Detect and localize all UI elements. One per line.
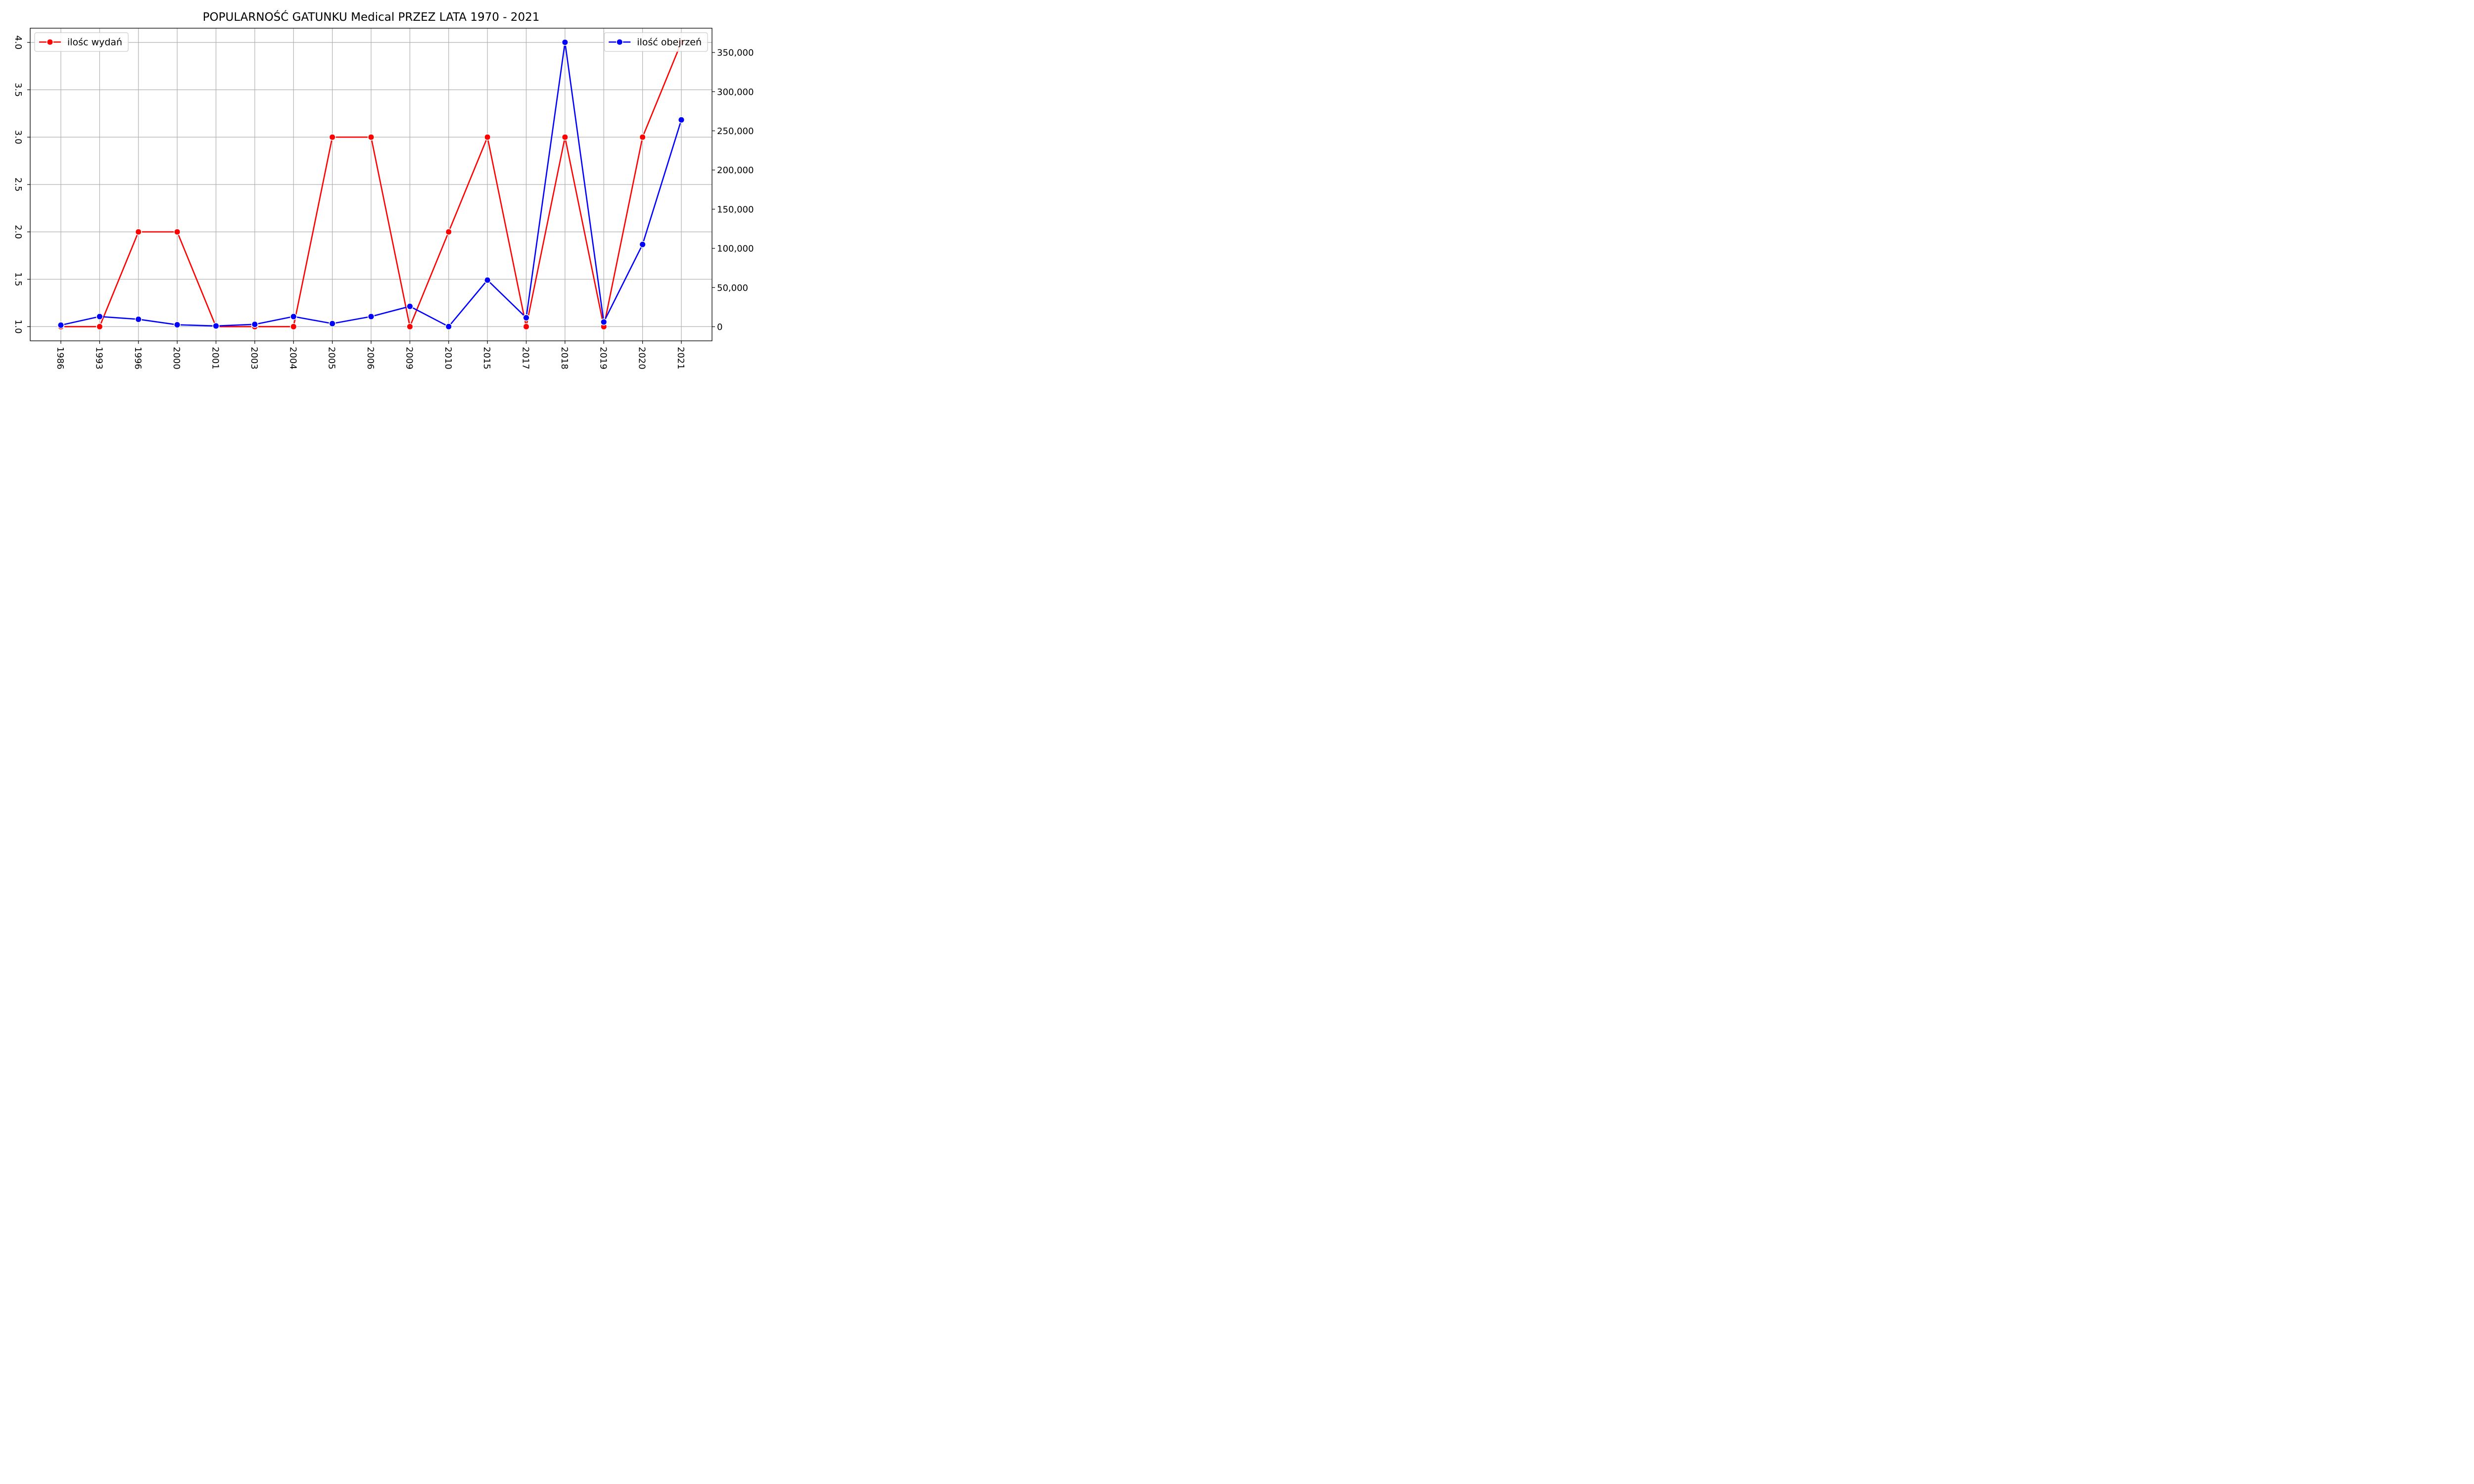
y-left-tick-label: 2.5 — [13, 178, 23, 192]
legends: ilośc wydań ilość obejrzeń — [34, 32, 708, 52]
data-point — [367, 313, 375, 320]
data-point — [484, 134, 491, 141]
data-point — [561, 39, 569, 46]
data-point — [174, 321, 181, 328]
x-tick-label: 1993 — [94, 347, 104, 370]
legend: ilość obejrzeń — [604, 32, 708, 52]
x-tick-label: 2003 — [249, 347, 259, 370]
y-axis-left: 1.0 1.5 2.0 2.5 3.0 3.5 4.0 — [13, 35, 30, 334]
data-point — [406, 323, 414, 330]
data-point — [445, 228, 452, 235]
x-tick-label: 1986 — [55, 347, 65, 370]
y-right-tick-label: 350,000 — [717, 48, 754, 58]
data-point — [677, 116, 685, 124]
data-point — [96, 313, 103, 320]
data-point — [367, 134, 375, 141]
data-point — [290, 313, 297, 320]
legend-marker — [46, 38, 54, 46]
series-right — [57, 39, 685, 330]
x-tick-label: 2004 — [287, 347, 298, 370]
data-point — [96, 323, 103, 330]
plot-frame — [30, 28, 713, 341]
x-axis: 1986 1993 1996 2000 2001 2003 2004 2005 2006 2009… — [55, 341, 686, 370]
y-right-tick-label: 50,000 — [717, 283, 748, 293]
data-point — [174, 228, 181, 235]
data-point — [251, 321, 258, 328]
chart-svg: POPULARNOŚĆ GATUNKU Medical PRZEZ LATA 1… — [13, 10, 754, 370]
data-point — [212, 322, 220, 329]
chart: POPULARNOŚĆ GATUNKU Medical PRZEZ LATA 1… — [0, 0, 776, 388]
series — [57, 39, 685, 330]
x-tick-label: 2000 — [171, 347, 182, 370]
x-tick-label: 2001 — [210, 347, 221, 370]
y-right-tick-label: 200,000 — [717, 165, 754, 176]
legend-box — [604, 32, 708, 52]
legend-marker — [616, 38, 623, 46]
data-point — [57, 322, 65, 329]
data-point — [639, 241, 646, 248]
y-left-tick-label: 1.5 — [13, 272, 23, 286]
x-tick-label: 2020 — [637, 347, 647, 370]
data-point — [290, 323, 297, 330]
y-left-tick-label: 4.0 — [13, 35, 23, 49]
data-point — [523, 314, 530, 322]
data-point — [561, 134, 569, 141]
data-point — [406, 303, 414, 310]
y-left-tick-label: 3.5 — [13, 83, 23, 97]
y-right-tick-label: 300,000 — [717, 87, 754, 97]
data-point — [600, 318, 608, 326]
y-right-tick-label: 0 — [717, 322, 722, 332]
legend-label: ilość obejrzeń — [637, 37, 702, 48]
x-tick-label: 2005 — [327, 347, 337, 370]
x-tick-label: 2017 — [521, 347, 531, 370]
x-tick-label: 2006 — [365, 347, 376, 370]
y-right-tick-label: 100,000 — [717, 244, 754, 254]
grid — [30, 28, 712, 341]
legend-label: ilośc wydań — [67, 37, 122, 48]
y-left-tick-label: 2.0 — [13, 225, 23, 239]
data-point — [135, 228, 142, 235]
data-point — [329, 134, 336, 141]
x-tick-label: 1996 — [133, 347, 143, 370]
x-tick-label: 2019 — [598, 347, 608, 370]
data-point — [329, 320, 336, 327]
x-tick-label: 2018 — [559, 347, 570, 370]
y-right-tick-label: 250,000 — [717, 126, 754, 137]
x-tick-label: 2009 — [404, 347, 414, 370]
data-point — [135, 316, 142, 323]
x-tick-label: 2010 — [443, 347, 453, 370]
y-left-tick-label: 3.0 — [13, 130, 23, 144]
data-point — [523, 323, 530, 330]
y-axis-right: 0 50,000 100,000 150,000 200,000 250,000 300,0… — [712, 48, 754, 332]
y-right-tick-label: 150,000 — [717, 204, 754, 215]
legend: ilośc wydań — [34, 32, 129, 52]
x-tick-label: 2021 — [675, 347, 686, 370]
data-point — [484, 277, 491, 284]
data-point — [639, 134, 646, 141]
y-left-tick-label: 1.0 — [13, 320, 23, 334]
x-tick-label: 2015 — [481, 347, 492, 370]
chart-title: POPULARNOŚĆ GATUNKU Medical PRZEZ LATA 1… — [203, 10, 540, 24]
legend-box — [34, 32, 129, 52]
data-point — [445, 323, 452, 330]
